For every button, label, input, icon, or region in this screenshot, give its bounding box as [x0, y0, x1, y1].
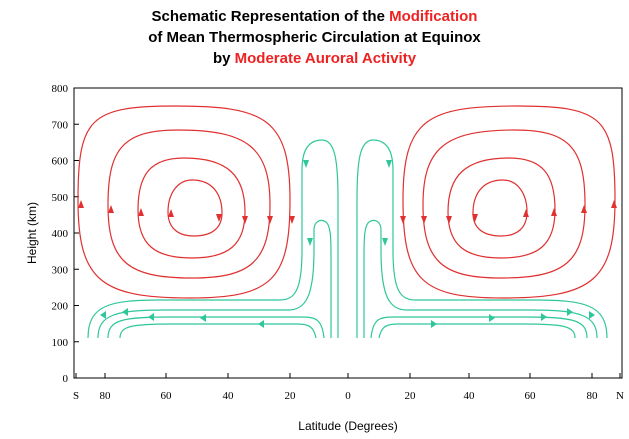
red-loop-south-3	[137, 157, 246, 259]
x-tick-label: 60	[525, 390, 537, 402]
x-tick-label: 40	[223, 390, 235, 402]
x-axis-label: Latitude (Degrees)	[298, 419, 397, 433]
red-loop-north-1	[402, 105, 616, 299]
y-ticks: 0 100 200 300 400 500 600 700 800	[52, 83, 79, 385]
x-tick-label: N	[616, 390, 624, 402]
green-arrow	[386, 160, 392, 168]
green-flow-south	[87, 139, 339, 339]
red-cell-north	[400, 105, 617, 299]
x-tick-label: S	[73, 390, 79, 402]
red-arrow-up	[551, 208, 557, 216]
red-arrow-down	[267, 216, 273, 224]
green-streamline-north-3	[370, 316, 588, 339]
red-loop-north-3	[447, 157, 556, 259]
green-streamline-north-2	[363, 219, 598, 339]
title-highlight-auroral: Moderate Auroral Activity	[234, 50, 417, 67]
red-loop-north-2	[422, 129, 586, 279]
green-arrow	[589, 311, 595, 319]
green-arrow	[431, 320, 437, 328]
y-tick-label: 500	[52, 192, 69, 204]
red-loop-south-4	[167, 179, 223, 237]
title-line-1: Schematic Representation of the Modifica…	[151, 8, 478, 25]
green-arrow	[489, 314, 495, 322]
red-arrow-down	[400, 216, 406, 224]
red-loop-north-4	[472, 179, 528, 237]
title-line-3: by Moderate Auroral Activity	[212, 50, 417, 67]
red-arrow-up	[523, 209, 529, 217]
green-arrow	[307, 238, 313, 246]
title-highlight-modification: Modification	[389, 8, 478, 25]
y-tick-label: 300	[52, 264, 69, 276]
red-arrow-down	[242, 216, 248, 224]
green-arrow	[567, 308, 573, 316]
green-streamline-south-1	[87, 139, 339, 339]
green-arrow	[148, 313, 154, 321]
red-arrow-down	[289, 216, 295, 224]
green-arrow	[382, 238, 388, 246]
y-tick-label: 100	[52, 337, 69, 349]
diagram-title: Schematic Representation of the Modifica…	[0, 6, 629, 69]
red-arrow-down	[421, 216, 427, 224]
red-arrow-down	[472, 214, 478, 222]
x-tick-label: 80	[100, 390, 112, 402]
title-line-2: of Mean Thermospheric Circulation at Equ…	[148, 29, 481, 46]
y-tick-label: 0	[63, 373, 69, 385]
x-ticks: S 80 60 40 20 0 20 40 60 80 N	[73, 373, 624, 402]
red-loop-south-1	[77, 105, 291, 299]
y-axis-label: Height (km)	[25, 202, 39, 264]
x-tick-label: 0	[345, 390, 351, 402]
green-arrow	[258, 320, 264, 328]
red-arrow-up	[168, 209, 174, 217]
green-arrow	[541, 313, 547, 321]
x-tick-label: 20	[285, 390, 297, 402]
y-tick-label: 400	[52, 228, 69, 240]
x-tick-label: 20	[405, 390, 417, 402]
green-arrow	[303, 160, 309, 168]
red-loop-south-2	[107, 129, 271, 279]
red-arrow-up	[78, 200, 84, 208]
red-cell-south	[77, 105, 295, 299]
green-flow-north	[356, 139, 608, 339]
green-streamline-north-1	[356, 139, 608, 339]
y-tick-label: 200	[52, 301, 69, 313]
x-tick-label: 40	[464, 390, 476, 402]
y-tick-label: 700	[52, 119, 69, 131]
red-arrow-down	[216, 214, 222, 222]
y-tick-label: 800	[52, 83, 69, 95]
green-streamline-south-2	[97, 219, 332, 339]
x-tick-label: 60	[161, 390, 173, 402]
green-arrow	[200, 314, 206, 322]
green-streamline-south-3	[107, 316, 325, 339]
y-tick-label: 600	[52, 156, 69, 168]
red-arrow-up	[138, 208, 144, 216]
green-arrow	[100, 311, 106, 319]
green-arrow	[122, 308, 128, 316]
x-tick-label: 80	[587, 390, 599, 402]
red-arrow-up	[581, 205, 587, 213]
red-arrow-down	[446, 216, 452, 224]
red-arrow-up	[108, 205, 114, 213]
green-streamline-north-4	[378, 323, 576, 339]
red-arrow-up	[611, 200, 617, 208]
green-streamline-south-4	[119, 323, 317, 339]
